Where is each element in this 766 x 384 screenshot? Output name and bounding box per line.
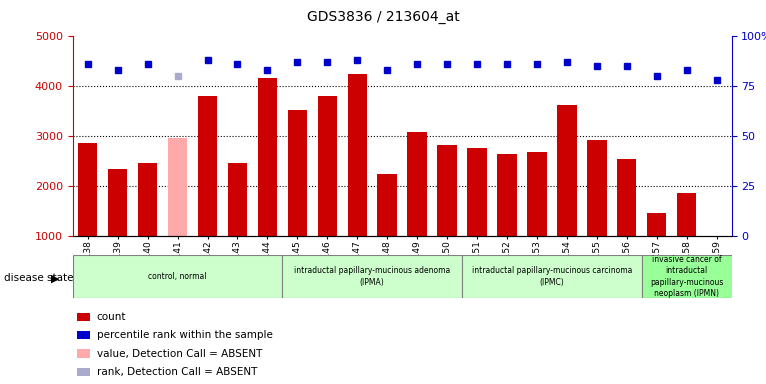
Text: intraductal papillary-mucinous carcinoma
(IPMC): intraductal papillary-mucinous carcinoma…	[472, 266, 632, 286]
Bar	[437, 145, 457, 236]
Bar	[497, 154, 517, 236]
Bar	[348, 74, 367, 236]
Bar	[138, 163, 157, 236]
Bar	[78, 143, 97, 236]
Bar	[467, 148, 486, 236]
Text: rank, Detection Call = ABSENT: rank, Detection Call = ABSENT	[97, 367, 257, 377]
Text: GDS3836 / 213604_at: GDS3836 / 213604_at	[306, 10, 460, 23]
Text: value, Detection Call = ABSENT: value, Detection Call = ABSENT	[97, 349, 262, 359]
Bar	[408, 132, 427, 236]
Bar	[647, 213, 666, 236]
Text: disease state: disease state	[4, 273, 74, 283]
Bar	[287, 110, 307, 236]
Bar	[462, 255, 642, 298]
Bar	[168, 138, 188, 236]
Bar	[257, 78, 277, 236]
Bar	[73, 255, 283, 298]
Bar	[378, 174, 397, 236]
Bar	[587, 140, 607, 236]
Text: percentile rank within the sample: percentile rank within the sample	[97, 330, 273, 340]
Text: intraductal papillary-mucinous adenoma
(IPMA): intraductal papillary-mucinous adenoma (…	[294, 266, 450, 286]
Bar	[642, 255, 732, 298]
Bar	[617, 159, 637, 236]
Text: control, normal: control, normal	[149, 272, 207, 281]
Bar	[707, 236, 726, 238]
Text: count: count	[97, 312, 126, 322]
Bar	[318, 96, 337, 236]
Bar	[228, 163, 247, 236]
Bar	[108, 169, 127, 236]
Bar	[557, 105, 577, 236]
Bar	[198, 96, 218, 236]
Text: invasive cancer of
intraductal
papillary-mucinous
neoplasm (IPMN): invasive cancer of intraductal papillary…	[650, 255, 723, 298]
Bar	[677, 193, 696, 236]
Bar	[527, 152, 547, 236]
Bar	[283, 255, 462, 298]
Text: ▶: ▶	[51, 273, 60, 283]
